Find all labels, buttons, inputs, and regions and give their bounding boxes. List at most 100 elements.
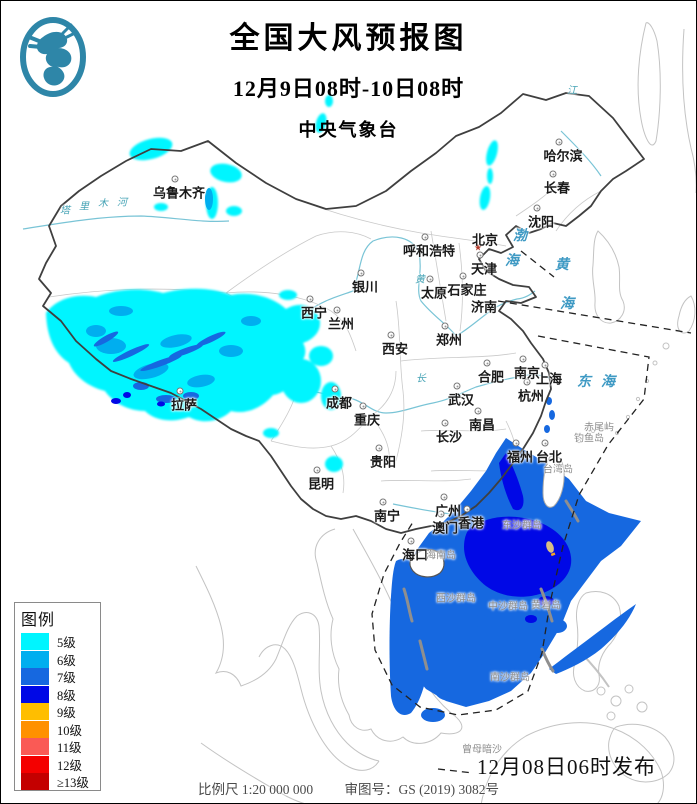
legend-item: ≥13级 <box>21 773 100 791</box>
city-label: 哈尔滨 <box>543 148 583 164</box>
city-label: 昆明 <box>307 476 335 492</box>
city-marker <box>426 275 434 283</box>
city-label: 南京 <box>513 365 541 381</box>
city-label: 武汉 <box>447 392 475 408</box>
city-marker <box>306 295 314 303</box>
geo-label: 西沙群岛 <box>436 593 476 605</box>
legend-swatch <box>21 755 49 773</box>
city-marker <box>453 382 461 390</box>
city-label: 上海 <box>535 371 563 387</box>
city-label: 长沙 <box>435 429 463 445</box>
legend-swatch <box>21 773 49 791</box>
legend-item: 11级 <box>21 738 100 756</box>
city-marker <box>441 419 449 427</box>
legend-label: 6级 <box>57 653 76 668</box>
sea-name-char: 东 <box>577 375 591 390</box>
city-label: 香港 <box>457 515 485 531</box>
legend-label: 10级 <box>57 723 83 738</box>
city-marker <box>375 444 383 452</box>
legend-swatch <box>21 650 49 668</box>
issue-time: 12月08日06时发布 <box>477 755 656 779</box>
legend-swatch <box>21 703 49 721</box>
river-name-char: 江 <box>567 85 577 97</box>
city-marker <box>549 170 557 178</box>
city-marker <box>541 361 549 369</box>
legend-item: 7级 <box>21 668 100 686</box>
geo-label: 台湾岛 <box>543 464 573 476</box>
legend-label: ≥13级 <box>57 776 89 791</box>
sea-name-char: 海 <box>505 254 519 269</box>
legend-item: 5级 <box>21 633 100 651</box>
city-marker <box>171 175 179 183</box>
city-marker <box>407 537 415 545</box>
approval-number: 审图号：GS (2019) 3082号 <box>344 782 500 797</box>
legend-label: 5级 <box>57 636 76 651</box>
city-marker <box>476 251 484 259</box>
river-name-char: 里 <box>79 201 89 213</box>
sea-name-char: 黄 <box>555 258 569 273</box>
geo-label: 曾母暗沙 <box>462 744 502 756</box>
legend-label: 12级 <box>57 758 83 773</box>
hainan-island-outline <box>409 548 445 578</box>
city-marker <box>176 387 184 395</box>
legend-panel: 图例 5级 6级 7级 8级 9级 10级 11级 12级 ≥13级 <box>14 602 101 791</box>
city-label: 呼和浩特 <box>402 243 456 259</box>
city-label: 重庆 <box>353 412 381 428</box>
city-label: 澳门 <box>431 520 459 536</box>
river-name-char: 长 <box>416 373 426 385</box>
city-label: 西安 <box>381 341 409 357</box>
river-name-char: 塔 <box>60 205 70 217</box>
city-label: 台北 <box>535 449 563 465</box>
city-marker <box>459 272 467 280</box>
city-marker <box>474 407 482 415</box>
city-marker <box>523 378 531 386</box>
city-label: 杭州 <box>517 388 545 404</box>
legend-swatch <box>21 633 49 651</box>
map-footer-line: 比例尺 1:20 000 000 审图号：GS (2019) 3082号 <box>1 778 696 798</box>
city-marker <box>379 498 387 506</box>
city-label: 天津 <box>470 261 498 277</box>
legend-item: 12级 <box>21 755 100 774</box>
city-label: 长春 <box>543 180 571 196</box>
geo-label: 东沙群岛 <box>502 520 542 532</box>
geo-label: 南沙群岛 <box>490 672 530 684</box>
city-label: 兰州 <box>327 316 355 332</box>
city-label: 太原 <box>420 285 448 301</box>
city-marker <box>331 385 339 393</box>
legend-swatch <box>21 720 49 738</box>
capital-star-marker: ★ <box>473 242 483 253</box>
legend-swatch <box>21 685 49 703</box>
geo-label: 黄岩岛 <box>531 600 561 612</box>
maritime-dashed-lines <box>371 250 692 774</box>
city-label: 银川 <box>351 279 379 295</box>
city-marker <box>387 331 395 339</box>
taiwan-island-outline <box>542 455 565 508</box>
city-label: 海口 <box>401 547 429 563</box>
city-label: 贵阳 <box>369 454 397 470</box>
legend-label: 11级 <box>57 741 82 756</box>
legend-label: 9级 <box>57 706 76 721</box>
legend-title: 图例 <box>21 612 56 629</box>
geo-label: 赤尾屿 <box>584 422 614 434</box>
city-marker <box>359 402 367 410</box>
sea-name-char: 海 <box>560 297 574 312</box>
sea-name-char: 海 <box>601 375 615 390</box>
city-marker <box>333 306 341 314</box>
geo-label: 中沙群岛 <box>488 601 528 613</box>
city-marker <box>421 233 429 241</box>
legend-item: 6级 <box>21 650 100 669</box>
river-name-char: 木 <box>98 198 108 210</box>
city-marker <box>533 204 541 212</box>
city-marker <box>483 359 491 367</box>
city-marker <box>519 355 527 363</box>
city-marker <box>441 322 449 330</box>
orange-tick <box>550 552 556 557</box>
city-marker <box>357 269 365 277</box>
city-label: 沈阳 <box>527 214 555 230</box>
island-arcs <box>402 499 580 673</box>
river-name-char: 黄 <box>415 274 425 286</box>
city-label: 成都 <box>325 395 353 411</box>
legend-label: 8级 <box>57 688 76 703</box>
